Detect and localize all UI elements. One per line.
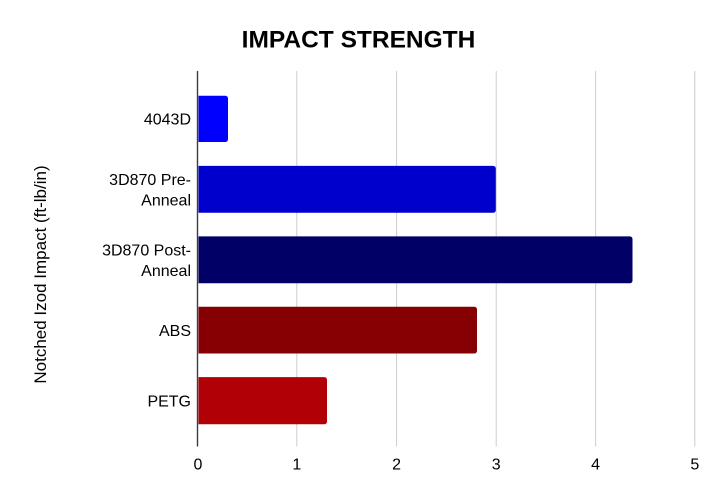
svg-text:Anneal: Anneal [141,192,191,209]
svg-text:4043D: 4043D [144,112,191,129]
svg-text:2: 2 [392,456,401,473]
svg-text:Anneal: Anneal [141,263,191,280]
svg-text:Notched Izod Impact (ft-lb/in): Notched Izod Impact (ft-lb/in) [31,165,50,383]
svg-text:IMPACT STRENGTH: IMPACT STRENGTH [242,26,476,53]
svg-text:1: 1 [292,456,301,473]
svg-text:3D870 Post-: 3D870 Post- [102,243,191,260]
svg-text:PETG: PETG [147,394,191,411]
svg-text:ABS: ABS [159,323,191,340]
svg-text:3D870 Pre-: 3D870 Pre- [109,172,191,189]
svg-text:4: 4 [591,456,600,473]
svg-text:5: 5 [690,456,699,473]
svg-text:0: 0 [193,456,202,473]
svg-text:3: 3 [492,456,501,473]
